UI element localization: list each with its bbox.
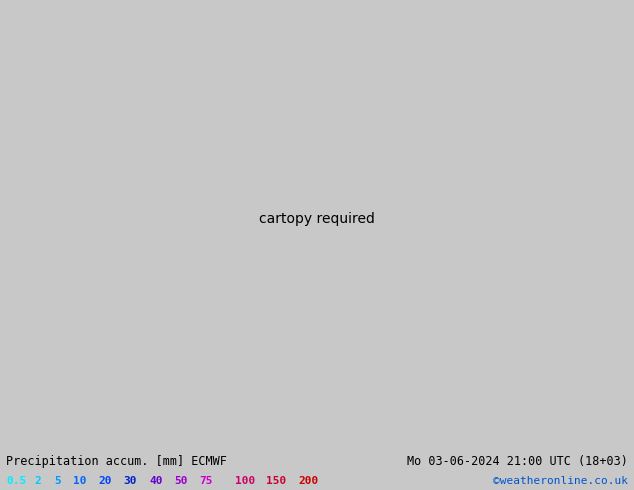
Text: 0.5: 0.5 xyxy=(6,476,27,486)
Text: 100: 100 xyxy=(235,476,255,486)
Text: 50: 50 xyxy=(174,476,188,486)
Text: cartopy required: cartopy required xyxy=(259,212,375,226)
Text: 10: 10 xyxy=(73,476,86,486)
Text: 200: 200 xyxy=(298,476,318,486)
Text: 20: 20 xyxy=(98,476,112,486)
Text: 75: 75 xyxy=(200,476,213,486)
Text: Mo 03-06-2024 21:00 UTC (18+03): Mo 03-06-2024 21:00 UTC (18+03) xyxy=(407,455,628,468)
Text: 150: 150 xyxy=(266,476,287,486)
Text: 2: 2 xyxy=(35,476,42,486)
Text: 40: 40 xyxy=(149,476,162,486)
Text: 30: 30 xyxy=(124,476,137,486)
Text: ©weatheronline.co.uk: ©weatheronline.co.uk xyxy=(493,476,628,486)
Text: Precipitation accum. [mm] ECMWF: Precipitation accum. [mm] ECMWF xyxy=(6,455,227,468)
Text: 5: 5 xyxy=(54,476,61,486)
